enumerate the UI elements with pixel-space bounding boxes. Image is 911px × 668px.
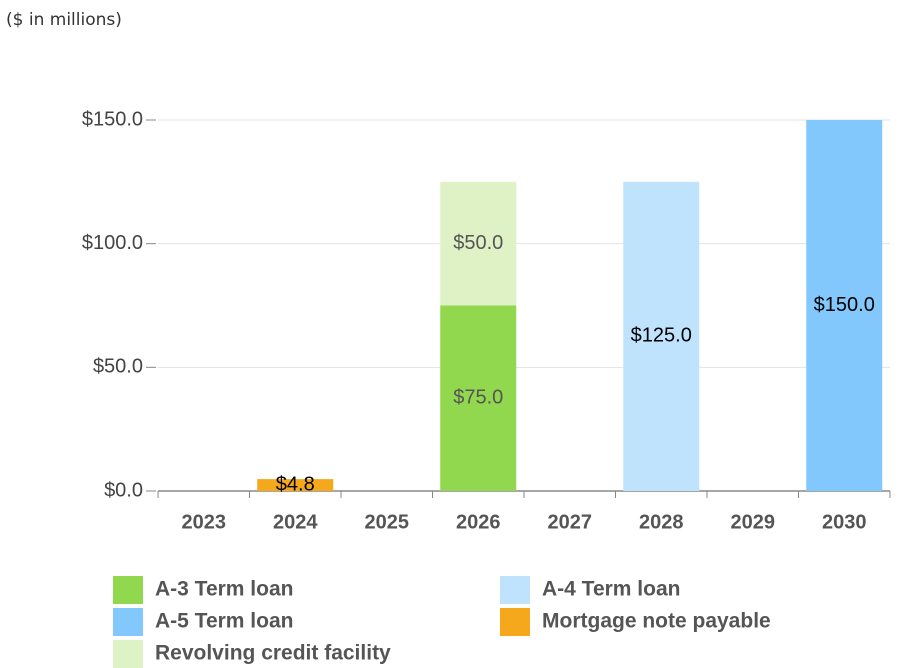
data-label: $150.0: [814, 294, 875, 316]
x-tick-label: 2025: [365, 511, 410, 533]
bar-segment: [257, 479, 334, 491]
legend-swatch: [500, 576, 530, 604]
bar-segment: [440, 305, 517, 491]
data-label: $125.0: [631, 325, 692, 347]
x-tick-label: 2030: [822, 511, 867, 533]
legend-label: A-3 Term loan: [155, 578, 293, 601]
legend-swatch: [113, 608, 143, 636]
data-label: $4.8: [276, 473, 315, 495]
x-tick-label: 2026: [456, 511, 501, 533]
y-tick-label: $100.0: [82, 232, 143, 254]
y-tick-label: $150.0: [82, 108, 143, 130]
x-tick-label: 2029: [731, 511, 776, 533]
legend-label: Mortgage note payable: [542, 610, 771, 633]
bar-segment: [806, 120, 883, 491]
legend-label: A-5 Term loan: [155, 610, 293, 633]
x-tick-label: 2028: [639, 511, 684, 533]
data-label: $50.0: [453, 232, 503, 254]
x-tick-label: 2024: [273, 511, 318, 533]
bar-segment: [440, 181, 517, 306]
legend-label: A-4 Term loan: [542, 578, 680, 601]
x-tick-label: 2027: [548, 511, 593, 533]
y-tick-label: $50.0: [93, 356, 143, 378]
legend-swatch: [113, 576, 143, 604]
chart-subtitle: ($ in millions): [6, 10, 122, 30]
legend-swatch: [113, 640, 143, 668]
x-tick-label: 2023: [182, 511, 227, 533]
bar-segment: [623, 181, 700, 492]
y-tick-label: $0.0: [104, 479, 143, 501]
data-label: $75.0: [453, 387, 503, 409]
legend-label: Revolving credit facility: [155, 642, 391, 665]
legend-swatch: [500, 608, 530, 636]
